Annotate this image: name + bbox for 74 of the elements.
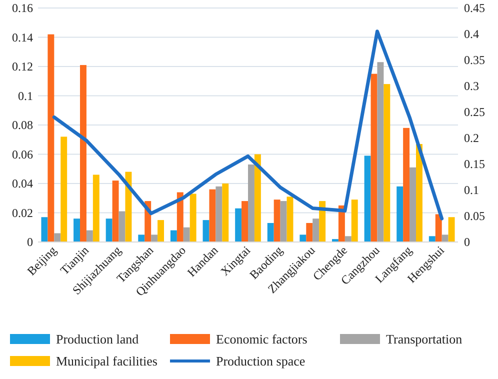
bar: [280, 201, 287, 242]
y2-tick-label: 0.25: [464, 105, 485, 120]
bar: [274, 200, 280, 242]
legend-label: Production land: [56, 332, 140, 347]
y-tick-label: 0.06: [12, 147, 33, 162]
legend-label: Transportation: [386, 332, 463, 347]
bar: [442, 234, 448, 242]
bar: [216, 186, 222, 242]
bar: [300, 234, 306, 242]
bar: [396, 186, 404, 242]
y2-tick-label: 0.35: [464, 53, 485, 68]
bar: [106, 218, 112, 242]
bar: [248, 164, 254, 242]
bar: [448, 217, 455, 242]
y-tick-label: 0.08: [12, 118, 33, 132]
y-tick-label: 0.02: [12, 206, 33, 220]
bar: [48, 34, 54, 242]
bar: [138, 234, 145, 242]
bar: [92, 174, 100, 242]
bar: [151, 234, 158, 242]
bar: [267, 222, 274, 242]
bar: [74, 218, 80, 242]
bar: [306, 222, 313, 242]
bar: [351, 200, 358, 242]
bar: [170, 230, 177, 242]
y2-tick-label: 0.4: [464, 27, 479, 42]
bar: [384, 84, 390, 242]
y2-tick-label: 0.3: [464, 79, 479, 94]
y2-tick-label: 0: [464, 235, 470, 250]
y-tick-label: 0.1: [18, 88, 33, 103]
bar: [344, 236, 352, 242]
y-tick-label: 0.12: [12, 60, 33, 74]
legend-label: Municipal facilities: [56, 354, 158, 369]
y2-tick-label: 0.15: [464, 157, 485, 172]
y2-tick-label: 0.05: [464, 209, 485, 224]
legend-label: Production space: [216, 354, 306, 369]
bar: [286, 196, 294, 242]
bar: [80, 65, 86, 242]
bar: [190, 194, 196, 242]
y-tick-label: 0: [27, 235, 33, 250]
bar: [118, 211, 126, 242]
bar: [209, 189, 216, 242]
y-tick-label: 0.04: [12, 176, 33, 191]
y-tick-label: 0.16: [12, 1, 33, 16]
bar: [176, 192, 184, 242]
line-series: [52, 30, 444, 220]
bar: [112, 180, 119, 242]
bar: [242, 201, 248, 242]
bar: [428, 236, 436, 242]
bar: [202, 220, 210, 242]
bar: [54, 233, 61, 242]
bar: [403, 128, 410, 242]
bar: [377, 62, 384, 242]
bar: [435, 214, 442, 242]
y2-tick-label: 0.45: [464, 1, 485, 16]
bar: [41, 217, 48, 242]
bar: [364, 156, 371, 242]
bar: [183, 227, 190, 242]
bar: [370, 74, 378, 242]
bar: [235, 208, 242, 242]
bar: [312, 218, 320, 242]
bar: [254, 154, 261, 242]
y2-tick-label: 0.1: [464, 183, 479, 198]
bar: [222, 184, 229, 242]
legend-label: Economic factors: [216, 332, 308, 347]
bar: [60, 136, 68, 242]
bar: [410, 167, 416, 242]
y-tick-label: 0.14: [12, 30, 33, 44]
y2-tick-label: 0.2: [464, 131, 479, 146]
bar: [86, 230, 93, 242]
bar: [416, 144, 422, 242]
bar: [125, 172, 132, 242]
bar: [158, 220, 164, 242]
bar: [319, 201, 326, 242]
